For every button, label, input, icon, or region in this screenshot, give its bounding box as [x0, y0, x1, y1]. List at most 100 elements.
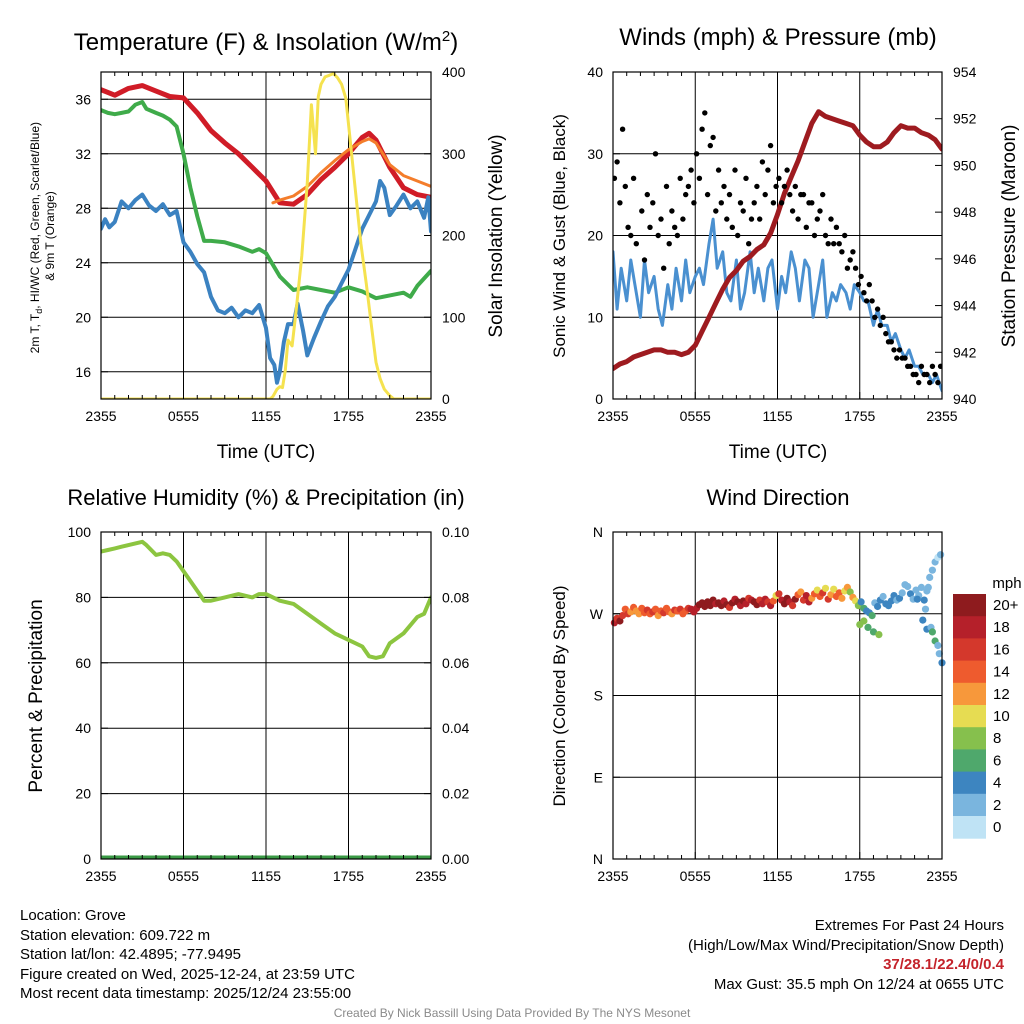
direction-point	[742, 600, 750, 608]
gust-point	[828, 216, 834, 222]
gust-point	[619, 126, 626, 132]
gust-point	[762, 191, 768, 198]
gust-point	[924, 371, 930, 378]
x-tick-label: 2355	[926, 868, 957, 884]
direction-point	[835, 589, 843, 597]
gust-point	[842, 232, 848, 239]
gust-point	[809, 200, 815, 206]
gust-point	[820, 191, 826, 198]
y-right-tick-label: 942	[953, 344, 977, 360]
y-right-tick-label: 0.10	[442, 524, 469, 540]
direction-point	[926, 573, 934, 582]
y-right-tick-label: 400	[442, 64, 466, 80]
wind-y-axis-label-right: Station Pressure (Maroon)	[999, 125, 1020, 348]
y-right-tick-label: 0.00	[442, 851, 469, 867]
humidity-ticks: 2355 0555 1155 1755 23550204060801000.000.02…	[68, 524, 470, 884]
x-tick-label: 2355	[926, 408, 957, 424]
gust-point	[757, 216, 763, 222]
legend-swatch	[953, 749, 986, 773]
gust-point	[765, 167, 771, 173]
direction-point	[875, 631, 883, 639]
humidity-precip-panel: Relative Humidity (%) & Precipitation (i…	[26, 485, 469, 884]
gust-point	[866, 281, 872, 288]
gust-point	[699, 126, 705, 132]
direction-point	[830, 585, 838, 593]
gust-point	[844, 265, 851, 271]
gust-point	[850, 249, 856, 255]
gust-point	[852, 265, 859, 271]
solar-insolation-line	[101, 72, 431, 399]
direction-point	[706, 602, 714, 610]
direction-point	[775, 590, 783, 598]
direction-point	[619, 612, 627, 620]
gust-point	[715, 167, 722, 173]
temperature-panel-title: Temperature (F) & Insolation (W/m2)	[74, 28, 458, 56]
humidity-y-axis-label: Percent & Precipitation	[26, 599, 47, 792]
temperature-x-axis-label: Time (UTC)	[217, 442, 316, 463]
legend-swatch	[953, 816, 986, 839]
direction-point	[935, 650, 943, 658]
y-tick-label: 60	[75, 655, 91, 671]
direction-point	[937, 551, 945, 559]
hi-wc-line	[101, 179, 431, 385]
direction-point	[906, 590, 915, 598]
x-tick-label: 1155	[251, 408, 281, 424]
gust-point	[710, 134, 716, 141]
y-tick-label: 10	[587, 309, 603, 325]
y-right-tick-label: 946	[953, 251, 977, 267]
y-tick-label: 100	[68, 524, 92, 540]
legend-label: 20+	[993, 597, 1019, 614]
direction-point	[924, 583, 932, 592]
x-tick-label: 0555	[680, 868, 711, 884]
y-tick-label: 20	[75, 309, 91, 325]
gust-point	[707, 142, 713, 149]
direction-point	[928, 628, 937, 636]
extremes-title: Extremes For Past 24 Hours	[814, 917, 1004, 934]
y-tick-label: N	[593, 851, 603, 867]
gust-point	[888, 339, 894, 345]
direction-point	[928, 566, 937, 574]
direction-point	[864, 623, 872, 632]
gust-point	[767, 142, 774, 149]
y-right-tick-label: 940	[953, 391, 977, 407]
gust-point	[674, 232, 681, 239]
gust-point	[833, 224, 840, 230]
gust-point	[861, 290, 867, 296]
x-tick-label: 1755	[333, 868, 364, 884]
x-tick-label: 1155	[251, 868, 281, 884]
direction-point	[846, 588, 854, 596]
gust-point	[773, 183, 779, 190]
gust-point	[677, 175, 683, 181]
direction-point	[874, 602, 882, 611]
y-tick-label: S	[594, 688, 603, 704]
x-tick-label: 0555	[168, 408, 199, 424]
legend-swatch	[953, 771, 986, 795]
direction-point	[860, 617, 868, 625]
legend-label: 16	[993, 641, 1010, 658]
gust-point	[726, 191, 733, 198]
y-right-tick-label: 0.06	[442, 655, 469, 671]
y-tick-label: N	[593, 524, 603, 540]
gust-point	[751, 200, 757, 206]
gust-point	[792, 183, 798, 190]
y-tick-label: 32	[75, 146, 91, 162]
y-tick-label: 30	[587, 146, 603, 162]
y-tick-label: 0	[83, 851, 91, 867]
gust-point	[688, 167, 694, 173]
legend-swatch	[953, 793, 986, 817]
legend-swatch	[953, 727, 986, 750]
wind-series	[613, 109, 942, 393]
legend-swatch	[953, 682, 986, 706]
legend-label: 8	[993, 730, 1001, 747]
wind-panel-title: Winds (mph) & Pressure (mb)	[619, 24, 936, 51]
legend-swatch	[953, 594, 986, 617]
wind-ticks: 2355 0555 1155 1755 235501020304094094294494…	[587, 64, 976, 424]
legend-label: 14	[993, 664, 1010, 681]
gust-point	[872, 314, 878, 320]
gust-point	[647, 224, 653, 230]
legend-label: 0	[993, 819, 1001, 836]
temperature-y-axis-label: 2m T, Td, HI/WC (Red, Green, Scarlet/Blu…	[28, 119, 57, 354]
y-tick-label: 20	[587, 228, 603, 244]
9m-t-line	[271, 137, 431, 205]
y-tick-label: 24	[75, 255, 91, 271]
